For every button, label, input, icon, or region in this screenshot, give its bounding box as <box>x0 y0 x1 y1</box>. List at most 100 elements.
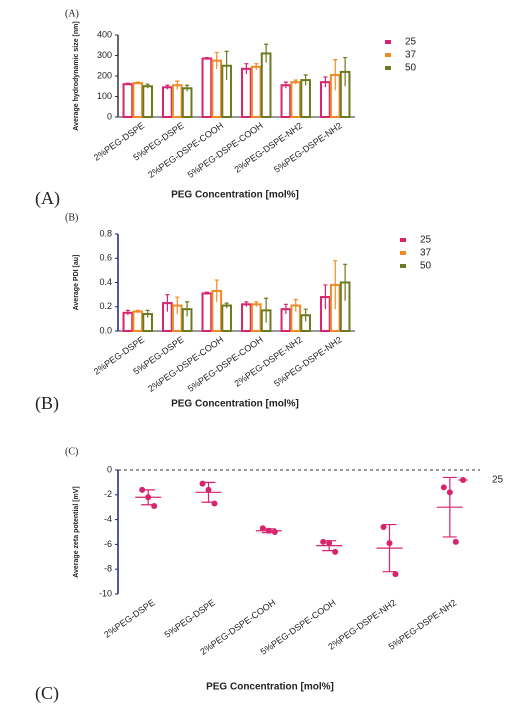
error-bar <box>323 76 328 88</box>
sd-bar <box>382 523 397 573</box>
y-axis-title: Average zeta potential [mV] <box>73 486 80 578</box>
bar <box>300 79 311 118</box>
sd-bar <box>442 476 457 538</box>
sd-bar <box>261 528 276 534</box>
bar <box>171 84 183 118</box>
bar <box>280 84 292 118</box>
x-tick-label: 2%PEG-DSPE <box>102 597 157 639</box>
error-bar <box>303 308 308 322</box>
error-bar <box>185 84 190 92</box>
x-tick-label: 5%PEG-DSPE-COOH <box>186 120 265 180</box>
y-tick-label: 0 <box>107 111 112 121</box>
legend-label: 50 <box>405 63 417 74</box>
figure-label: (A) <box>35 188 60 209</box>
legend-dot <box>460 477 466 483</box>
error-bar <box>343 263 348 301</box>
y-tick-label: 0.4 <box>99 277 112 287</box>
y-tick-label: 0.0 <box>99 325 112 335</box>
bar <box>250 65 262 118</box>
bar <box>132 82 144 119</box>
data-point <box>211 500 218 507</box>
bar <box>122 311 134 332</box>
y-tick-label: 0.6 <box>99 253 112 263</box>
legend-label: 25 <box>492 475 504 486</box>
error-bar <box>264 297 269 323</box>
data-point <box>332 548 339 555</box>
error-bar <box>283 81 288 89</box>
error-bar <box>323 284 328 310</box>
error-bar <box>224 50 229 81</box>
legend-label: 25 <box>405 37 417 48</box>
data-point <box>151 502 158 509</box>
bar <box>162 86 173 119</box>
error-bar <box>283 303 288 315</box>
y-tick-label: -2 <box>104 489 112 499</box>
sd-bar <box>322 540 337 552</box>
legend-label: 25 <box>420 235 432 246</box>
y-tick-label: -8 <box>104 564 112 574</box>
bar <box>211 59 223 118</box>
error-bar <box>165 84 170 90</box>
error-bar <box>214 279 219 302</box>
panel-label: (B) <box>65 212 78 223</box>
error-bar <box>293 79 298 85</box>
x-tick-label: 5%PEG-DSPE-NH2 <box>272 120 344 174</box>
bar <box>181 87 193 119</box>
error-bar <box>145 309 150 318</box>
bar <box>241 303 252 333</box>
data-point <box>271 529 278 535</box>
data-point <box>320 538 327 545</box>
y-tick-label: -6 <box>104 539 112 549</box>
legend-swatch <box>400 238 406 242</box>
bar <box>122 83 134 118</box>
error-bar <box>303 74 308 86</box>
bar <box>260 52 272 118</box>
bar <box>142 85 153 118</box>
x-axis-title: PEG Concentration [mol%] <box>206 682 334 693</box>
error-bar <box>204 291 209 295</box>
data-point <box>259 525 266 532</box>
legend-swatch <box>385 40 391 44</box>
x-tick-label: 2%PEG-DSPE-NH2 <box>233 334 305 388</box>
error-bar <box>145 83 150 89</box>
data-point <box>199 480 206 487</box>
figure-label: (B) <box>35 393 59 414</box>
data-point <box>380 524 387 531</box>
error-bar <box>244 63 249 74</box>
y-axis-title: Average PDI [au] <box>73 255 80 311</box>
legend-label: 37 <box>420 248 432 259</box>
bar <box>201 57 213 118</box>
bar <box>290 81 302 118</box>
bar <box>320 81 331 118</box>
error-bar <box>343 56 348 87</box>
x-tick-label: 5%PEG-DSPE <box>163 597 218 639</box>
error-bar <box>333 59 338 91</box>
bar <box>132 310 144 333</box>
bar <box>241 67 252 118</box>
data-point <box>440 484 447 491</box>
error-bar <box>333 260 338 310</box>
x-axis-title: PEG Concentration [mol%] <box>171 399 299 410</box>
legend-swatch <box>400 251 406 255</box>
y-tick-label: -4 <box>104 514 112 524</box>
figure-label: (C) <box>35 683 59 704</box>
error-bar <box>135 81 140 85</box>
error-bar <box>125 309 130 316</box>
panel-label: (C) <box>65 446 78 457</box>
bar <box>201 292 213 333</box>
legend-swatch <box>385 53 391 57</box>
error-bar <box>224 302 229 308</box>
error-bar <box>254 301 259 307</box>
y-axis-title: Average hydrodynamic size [nm] <box>73 21 80 130</box>
legend-label: 50 <box>420 261 432 272</box>
error-bar <box>165 294 170 312</box>
error-bar <box>244 301 249 307</box>
error-bar <box>214 51 219 69</box>
bar <box>250 303 262 333</box>
y-tick-label: 0.8 <box>99 228 112 238</box>
sd-bar <box>201 481 216 503</box>
legend-swatch <box>400 264 406 268</box>
y-tick-label: 0.2 <box>99 301 112 311</box>
panel-label: (A) <box>65 8 79 19</box>
sd-bar <box>141 489 156 506</box>
